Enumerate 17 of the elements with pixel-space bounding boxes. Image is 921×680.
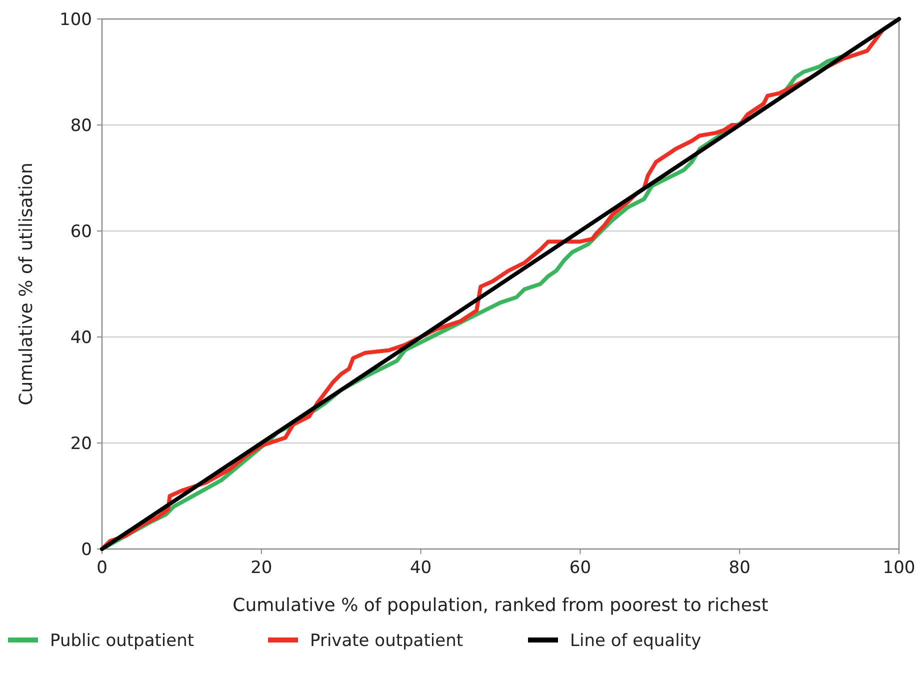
y-tick-label: 100 (60, 10, 92, 30)
y-tick-label: 60 (70, 222, 92, 242)
y-tick-label: 20 (70, 434, 92, 454)
x-tick-label: 0 (96, 558, 108, 578)
y-tick-label: 80 (70, 116, 92, 136)
x-axis-title: Cumulative % of population, ranked from poorest to richest (232, 595, 768, 616)
x-tick-label: 80 (728, 558, 750, 578)
legend-label: Line of equality (570, 630, 702, 651)
x-tick-label: 20 (250, 558, 272, 578)
legend-label: Private outpatient (310, 630, 464, 651)
x-tick-label: 100 (882, 558, 916, 578)
y-tick-label: 40 (70, 328, 92, 348)
legend-label: Public outpatient (50, 630, 194, 651)
x-tick-label: 60 (569, 558, 592, 578)
y-tick-label: 0 (81, 540, 92, 560)
y-axis-title: Cumulative % of utilisation (16, 162, 37, 406)
x-tick-label: 40 (410, 558, 432, 578)
